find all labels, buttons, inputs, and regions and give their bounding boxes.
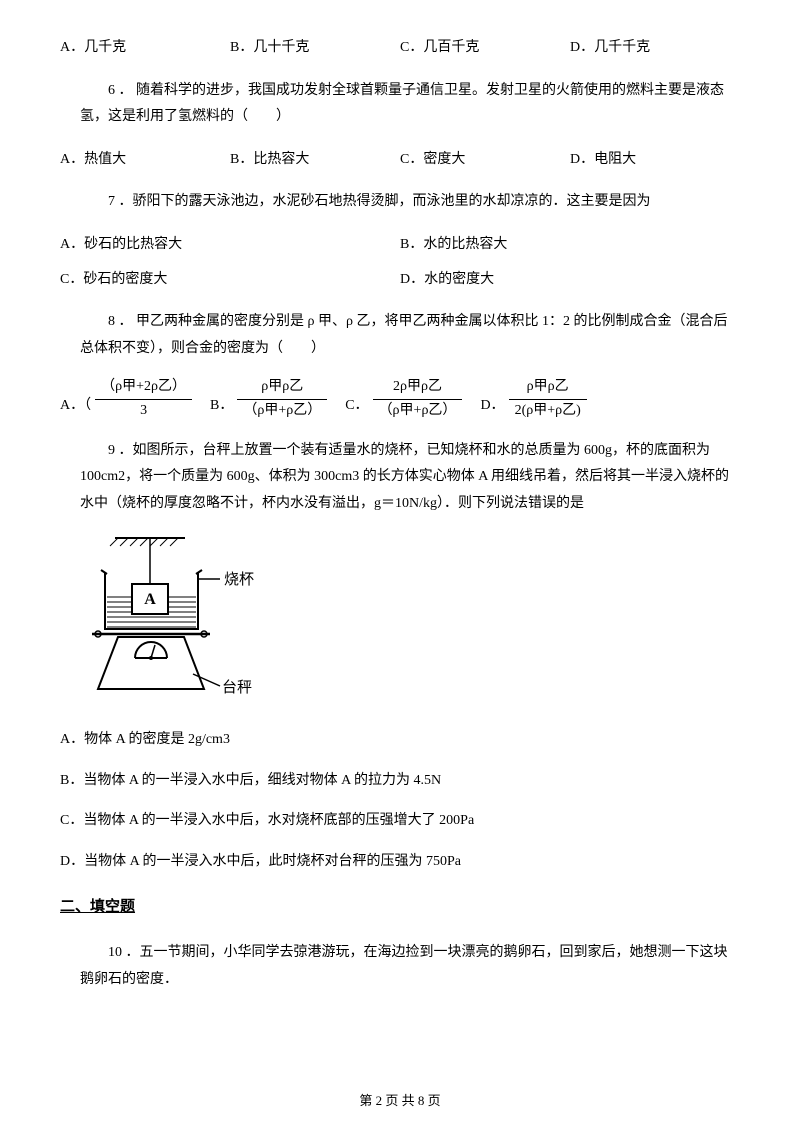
q6-text: 6 ． 随着科学的进步，我国成功发射全球首颗量子通信卫星。发射卫星的火箭使用的燃… — [60, 78, 740, 131]
q6-opt-a: A．热值大 — [60, 147, 230, 174]
q8-opt-d: D． ρ甲ρ乙 2(ρ甲+ρ乙) — [480, 378, 586, 419]
q8-opt-a: A．（ （ρ甲+2ρ乙） 3 — [60, 378, 192, 419]
q7-options-row2: C．砂石的密度大 D．水的密度大 — [60, 267, 740, 294]
beaker-label: 烧杯 — [224, 571, 254, 588]
q8-options: A．（ （ρ甲+2ρ乙） 3 B． ρ甲ρ乙 （ρ甲+ρ乙） C． 2ρ甲ρ乙 … — [60, 378, 740, 419]
q6-options: A．热值大 B．比热容大 C．密度大 D．电阻大 — [60, 147, 740, 174]
q8-opt-c: C． 2ρ甲ρ乙 （ρ甲+ρ乙） — [345, 378, 462, 419]
q8-label-c: C． — [345, 393, 368, 420]
q8-label-b: B． — [210, 393, 233, 420]
q7-opt-a: A．砂石的比热容大 — [60, 232, 400, 259]
section-2-header: 二、填空题 — [60, 893, 740, 922]
q7-options-row1: A．砂石的比热容大 B．水的比热容大 — [60, 232, 740, 259]
q6-opt-c: C．密度大 — [400, 147, 570, 174]
q10-text: 10 ．五一节期间，小华同学去弶港游玩，在海边捡到一块漂亮的鹅卵石，回到家后，她… — [60, 940, 740, 993]
q8-den-c: （ρ甲+ρ乙） — [373, 400, 463, 420]
q8-frac-d: ρ甲ρ乙 2(ρ甲+ρ乙) — [509, 378, 587, 419]
q8-frac-c: 2ρ甲ρ乙 （ρ甲+ρ乙） — [373, 378, 463, 419]
block-a-label: A — [144, 591, 156, 608]
q8-text: 8 ． 甲乙两种金属的密度分别是 ρ 甲、ρ 乙，将甲乙两种金属以体积比 1：2… — [60, 309, 740, 362]
q6-opt-b: B．比热容大 — [230, 147, 400, 174]
q5-opt-c: C．几百千克 — [400, 35, 570, 62]
q5-opt-a: A．几千克 — [60, 35, 230, 62]
q7-opt-d: D．水的密度大 — [400, 267, 740, 294]
q9-opt-a: A．物体 A 的密度是 2g/cm3 — [60, 727, 740, 754]
scale-label: 台秤 — [222, 679, 252, 696]
q8-num-c: 2ρ甲ρ乙 — [373, 378, 463, 399]
q7-text: 7 ．骄阳下的露天泳池边，水泥砂石地热得烫脚，而泳池里的水却凉凉的．这主要是因为 — [60, 189, 740, 216]
q9-figure: A 烧杯 台秤 — [80, 534, 740, 710]
q5-opt-d: D．几千千克 — [570, 35, 740, 62]
q8-den-a: 3 — [95, 400, 192, 420]
q8-frac-a: （ρ甲+2ρ乙） 3 — [95, 378, 192, 419]
q9-opt-c: C．当物体 A 的一半浸入水中后，水对烧杯底部的压强增大了 200Pa — [60, 808, 740, 835]
q8-label-d: D． — [480, 393, 504, 420]
q8-opt-b: B． ρ甲ρ乙 （ρ甲+ρ乙） — [210, 378, 327, 419]
q8-frac-b: ρ甲ρ乙 （ρ甲+ρ乙） — [237, 378, 327, 419]
q8-num-d: ρ甲ρ乙 — [509, 378, 587, 399]
beaker-scale-diagram: A 烧杯 台秤 — [80, 534, 280, 699]
page-footer: 第 2 页 共 8 页 — [0, 1089, 800, 1114]
q8-den-d: 2(ρ甲+ρ乙) — [509, 400, 587, 420]
q5-opt-b: B．几十千克 — [230, 35, 400, 62]
q7-opt-b: B．水的比热容大 — [400, 232, 740, 259]
q8-num-a: （ρ甲+2ρ乙） — [95, 378, 192, 399]
q6-opt-d: D．电阻大 — [570, 147, 740, 174]
q9-opt-d: D．当物体 A 的一半浸入水中后，此时烧杯对台秤的压强为 750Pa — [60, 849, 740, 876]
q7-opt-c: C．砂石的密度大 — [60, 267, 400, 294]
q5-options: A．几千克 B．几十千克 C．几百千克 D．几千千克 — [60, 35, 740, 62]
q9-opt-b: B．当物体 A 的一半浸入水中后，细线对物体 A 的拉力为 4.5N — [60, 768, 740, 795]
q8-label-a: A．（ — [60, 393, 91, 420]
q8-den-b: （ρ甲+ρ乙） — [237, 400, 327, 420]
q9-text: 9 ．如图所示，台秤上放置一个装有适量水的烧杯，已知烧杯和水的总质量为 600g… — [60, 438, 740, 518]
q8-num-b: ρ甲ρ乙 — [237, 378, 327, 399]
